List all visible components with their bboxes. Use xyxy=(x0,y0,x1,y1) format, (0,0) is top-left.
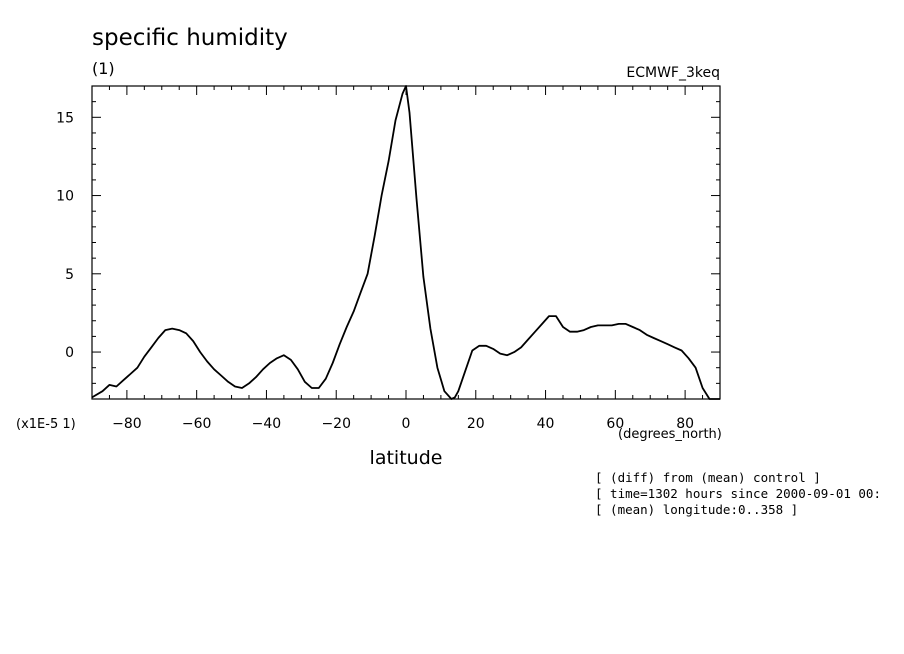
note-line-1: [ (diff) from (mean) control ] xyxy=(595,470,821,485)
x-tick-label: 0 xyxy=(402,416,411,432)
x-tick-labels: −80 −60 −40 −20 0 20 40 60 80 xyxy=(112,416,694,432)
chart-subtitle: (1) xyxy=(92,59,115,78)
note-line-2: [ time=1302 hours since 2000-09-01 00: xyxy=(595,486,881,501)
x-tick-label: −40 xyxy=(252,416,282,432)
x-tick-label: 80 xyxy=(676,416,694,432)
series-line xyxy=(91,85,720,400)
x-units-label: (degrees_north) xyxy=(618,427,722,442)
dataset-label: ECMWF_3keq xyxy=(626,65,720,81)
plot-frame xyxy=(91,85,721,400)
chart-title: specific humidity xyxy=(92,25,288,51)
x-tick-label: −20 xyxy=(321,416,351,432)
x-tick-label: 40 xyxy=(537,416,555,432)
x-tick-label: −60 xyxy=(182,416,212,432)
axis-ticks xyxy=(91,85,721,400)
y-tick-label: 0 xyxy=(65,345,74,361)
x-tick-label: 60 xyxy=(606,416,624,432)
y-tick-label: 10 xyxy=(56,189,74,205)
y-scale-label: (x1E-5 1) xyxy=(16,417,76,432)
x-tick-label: −80 xyxy=(112,416,142,432)
note-line-3: [ (mean) longitude:0..358 ] xyxy=(595,502,798,517)
y-tick-label: 5 xyxy=(65,267,74,283)
x-axis-title: latitude xyxy=(370,447,443,469)
y-tick-labels: 0 5 10 15 xyxy=(56,110,74,361)
y-tick-label: 15 xyxy=(56,110,74,126)
x-tick-label: 20 xyxy=(467,416,485,432)
